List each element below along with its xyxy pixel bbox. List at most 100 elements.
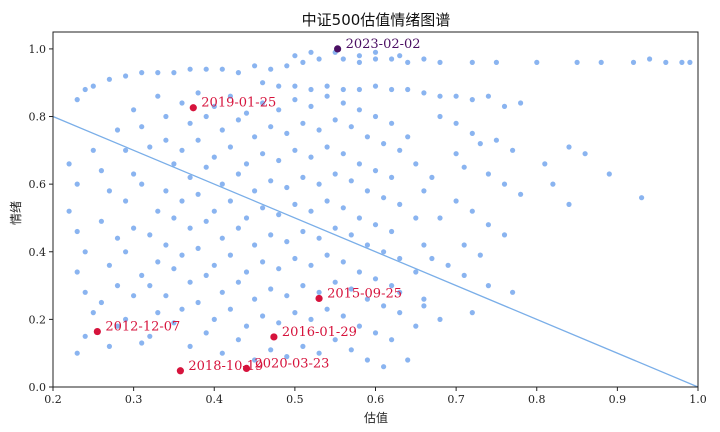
scatter-point xyxy=(389,120,395,126)
highlight-point xyxy=(176,367,184,375)
scatter-point xyxy=(171,320,177,326)
scatter-point xyxy=(260,100,266,106)
scatter-point xyxy=(284,130,290,136)
scatter-point xyxy=(332,225,338,231)
scatter-point xyxy=(381,249,387,255)
scatter-point xyxy=(292,147,298,153)
scatter-point xyxy=(195,137,201,143)
scatter-point xyxy=(292,201,298,207)
scatter-point xyxy=(284,354,290,360)
y-tick-label: 0.0 xyxy=(29,381,47,394)
scatter-point xyxy=(606,171,612,177)
scatter-point xyxy=(187,279,193,285)
scatter-point xyxy=(469,310,475,316)
x-tick-label: 0.3 xyxy=(125,393,143,406)
scatter-point xyxy=(308,49,314,55)
chart-title: 中证500估值情绪图谱 xyxy=(302,11,451,29)
scatter-point xyxy=(316,181,322,187)
scatter-point xyxy=(195,191,201,197)
scatter-point xyxy=(147,333,153,339)
scatter-point xyxy=(324,198,330,204)
scatter-point xyxy=(469,130,475,136)
scatter-point xyxy=(123,147,129,153)
scatter-point xyxy=(260,151,266,157)
scatter-point xyxy=(227,93,233,99)
scatter-point xyxy=(163,188,169,194)
scatter-point xyxy=(260,205,266,211)
scatter-point xyxy=(372,330,379,336)
highlight-points: 2023-02-02 2019-01-25 2015-09-25 2016-01-29… xyxy=(93,37,421,375)
scatter-point xyxy=(493,59,499,65)
scatter-point xyxy=(469,97,475,103)
scatter-point xyxy=(566,201,572,207)
scatter-point xyxy=(155,259,161,265)
trend-line xyxy=(52,115,699,388)
scatter-point xyxy=(114,283,121,289)
scatter-point xyxy=(461,164,467,170)
scatter-point xyxy=(227,252,233,258)
scatter-point xyxy=(179,306,185,312)
scatter-point xyxy=(356,86,362,93)
scatter-point xyxy=(243,269,250,275)
scatter-point xyxy=(235,117,241,123)
scatter-point xyxy=(90,310,96,316)
scatter-point xyxy=(485,222,491,228)
scatter-point xyxy=(397,310,403,316)
scatter-point xyxy=(348,347,354,353)
x-tick-label: 1.0 xyxy=(689,393,707,406)
scatter-point xyxy=(397,53,403,59)
scatter-point xyxy=(252,357,258,363)
scatter-point xyxy=(227,306,233,312)
scatter-point xyxy=(227,198,233,204)
scatter-point xyxy=(252,63,258,69)
scatter-point xyxy=(469,208,475,214)
scatter-point xyxy=(187,225,193,231)
scatter-point xyxy=(211,262,217,268)
scatter-point xyxy=(485,171,491,177)
y-tick-label: 0.4 xyxy=(29,246,47,259)
scatter-point xyxy=(219,235,225,241)
scatter-point xyxy=(340,259,346,265)
scatter-point xyxy=(179,252,185,258)
scatter-point xyxy=(203,272,209,278)
x-tick-label: 0.9 xyxy=(609,393,627,406)
highlight-label: 2023-02-02 xyxy=(346,37,421,52)
scatter-point xyxy=(235,171,241,177)
x-tick-label: 0.6 xyxy=(367,393,385,406)
scatter-point xyxy=(74,228,80,235)
scatter-point xyxy=(421,296,427,302)
scatter-point xyxy=(421,90,427,96)
scatter-point xyxy=(139,181,145,187)
x-tick-label: 0.8 xyxy=(528,393,546,406)
scatter-point xyxy=(187,120,193,126)
scatter-point xyxy=(413,323,419,329)
scatter-point xyxy=(437,113,443,120)
scatter-point xyxy=(501,232,508,238)
scatter-point xyxy=(356,269,362,275)
x-tick-label: 0.7 xyxy=(447,393,465,406)
scatter-point xyxy=(405,86,411,93)
scatter-point xyxy=(203,66,209,72)
scatter-point xyxy=(131,107,137,113)
scatter-point xyxy=(155,93,161,99)
scatter-point xyxy=(332,171,338,177)
scatter-points xyxy=(66,49,693,370)
scatter-point xyxy=(284,239,290,245)
scatter-point xyxy=(421,188,427,194)
scatter-point xyxy=(421,242,427,248)
scatter-point xyxy=(131,171,137,177)
scatter-point xyxy=(316,350,322,356)
scatter-point xyxy=(389,56,395,62)
y-axis-ticks: 0.0 0.2 0.4 0.6 0.8 1.0 xyxy=(29,43,53,394)
scatter-point xyxy=(372,83,379,89)
scatter-point xyxy=(187,66,193,72)
scatter-point xyxy=(453,151,459,157)
scatter-point xyxy=(324,83,330,89)
scatter-point xyxy=(300,120,306,126)
scatter-point xyxy=(292,310,298,316)
scatter-point xyxy=(356,323,362,329)
scatter-point xyxy=(324,306,330,312)
scatter-point xyxy=(372,222,379,228)
scatter-point xyxy=(405,134,411,140)
scatter-point xyxy=(163,293,169,299)
